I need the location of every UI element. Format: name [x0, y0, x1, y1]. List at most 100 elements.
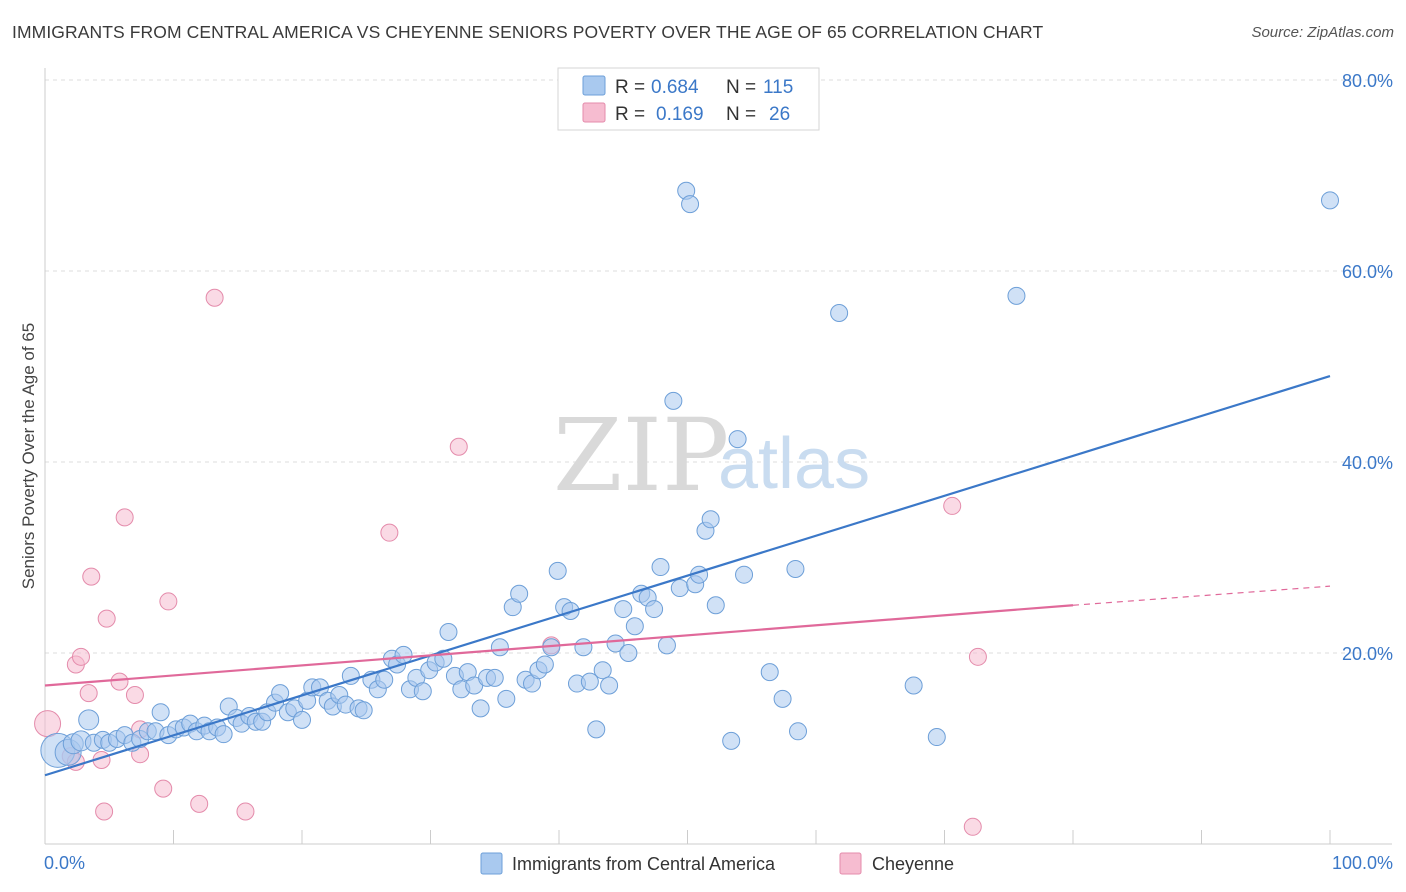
cheyenne-point-20 — [380, 523, 399, 542]
series-legend: Immigrants from Central America Cheyenne — [480, 852, 954, 875]
central-america-point-110 — [904, 676, 923, 695]
legend-n-value-1: 115 — [763, 77, 793, 98]
legend-r-value-1: 0.684 — [651, 77, 699, 98]
central-america-point-80 — [580, 672, 599, 691]
central-america-point-112 — [1007, 286, 1026, 305]
central-america-point-14 — [151, 703, 170, 722]
cheyenne-point-11 — [115, 508, 134, 527]
central-america-point-106 — [773, 689, 792, 708]
cheyenne-point-21 — [449, 437, 468, 456]
central-america-point-66 — [490, 638, 509, 657]
cheyenne-trend-extension — [1072, 585, 1331, 606]
central-america-point-113 — [1321, 191, 1339, 210]
legend-n-value-2: 26 — [769, 104, 790, 125]
central-america-point-48 — [375, 670, 394, 689]
legend-r-value-2: 0.169 — [656, 104, 704, 125]
central-america-point-86 — [619, 644, 638, 662]
central-america-point-103 — [728, 430, 747, 449]
bottom-legend-swatch-blue — [480, 852, 503, 875]
bottom-legend-label-2: Cheyenne — [872, 854, 954, 874]
legend-r-label-2: R = — [615, 104, 645, 125]
cheyenne-point-23 — [943, 496, 962, 515]
central-america-point-82 — [593, 661, 612, 680]
central-america-point-81 — [587, 720, 606, 739]
source-label: Source: ZipAtlas.com — [1251, 24, 1394, 41]
correlation-legend: R = 0.684 N = 115 R = 0.169 N = 26 — [557, 67, 820, 131]
y-tick-label-20: 20.0% — [1342, 644, 1393, 664]
legend-n-label-1: N = — [726, 77, 756, 98]
central-america-point-65 — [485, 668, 504, 687]
central-america-point-85 — [614, 600, 633, 619]
central-america-point-67 — [497, 689, 516, 708]
central-america-point-75 — [548, 561, 567, 580]
y-tick-label-40: 40.0% — [1342, 453, 1393, 473]
y-tick-label-80: 80.0% — [1342, 71, 1393, 91]
central-america-point-102 — [722, 731, 741, 750]
x-tick-label-0: 0.0% — [44, 853, 85, 873]
cheyenne-point-18 — [205, 288, 224, 307]
central-america-point-100 — [701, 510, 720, 529]
central-america-point-93 — [664, 391, 683, 410]
central-america-point-69 — [510, 584, 529, 603]
cheyenne-trend-line — [44, 604, 1074, 687]
central-america-point-4 — [78, 709, 100, 731]
central-america-point-104 — [735, 565, 754, 584]
cheyenne-point-19 — [236, 802, 255, 821]
cheyenne-point-6 — [82, 567, 101, 586]
central-america-point-58 — [439, 622, 458, 641]
bottom-legend-label-1: Immigrants from Central America — [512, 854, 776, 874]
central-america-point-101 — [706, 596, 725, 615]
x-tick-labels: 0.0% 100.0% — [44, 853, 1393, 873]
cheyenne-point-8 — [95, 802, 114, 821]
x-tick-label-100: 100.0% — [1332, 853, 1393, 873]
cheyenne-point-5 — [79, 684, 98, 703]
central-america-point-111 — [927, 728, 946, 747]
central-america-point-90 — [645, 600, 664, 619]
central-america-point-73 — [535, 655, 554, 674]
cheyenne-point-15 — [154, 779, 173, 798]
bottom-legend-swatch-pink — [839, 852, 862, 875]
cheyenne-point-4 — [71, 647, 90, 666]
trend-lines — [44, 374, 1331, 777]
central-america-point-54 — [413, 682, 432, 701]
grid-lines — [45, 79, 1392, 654]
cheyenne-point-0 — [34, 710, 62, 738]
y-tick-label-60: 60.0% — [1342, 262, 1393, 282]
cheyenne-point-12 — [125, 686, 144, 705]
central-america-point-94 — [670, 579, 689, 598]
cheyenne-point-9 — [97, 609, 116, 628]
central-america-trend-line — [44, 374, 1331, 777]
watermark-zip: ZIP — [553, 397, 729, 514]
legend-swatch-blue — [582, 75, 606, 96]
central-america-point-83 — [600, 676, 619, 695]
y-axis-title: Seniors Poverty Over the Age of 65 — [19, 323, 38, 589]
central-america-point-92 — [657, 636, 676, 655]
legend-n-label-2: N = — [726, 104, 756, 125]
central-america-point-43 — [341, 666, 360, 685]
cheyenne-point-24 — [963, 817, 982, 836]
legend-r-label-1: R = — [615, 77, 645, 98]
central-america-point-87 — [625, 617, 644, 636]
central-america-point-96 — [681, 195, 700, 214]
central-america-point-105 — [760, 663, 779, 682]
central-america-point-63 — [471, 699, 490, 718]
central-america-point-51 — [394, 645, 413, 664]
cheyenne-point-10 — [110, 672, 129, 691]
central-america-point-35 — [293, 710, 311, 729]
chart-title: IMMIGRANTS FROM CENTRAL AMERICA VS CHEYE… — [12, 22, 1044, 42]
legend-swatch-pink — [582, 102, 606, 123]
central-america-point-108 — [789, 722, 808, 741]
central-america-point-84 — [606, 634, 625, 653]
central-america-point-107 — [786, 559, 805, 578]
central-america-point-79 — [574, 638, 593, 657]
cheyenne-points — [34, 288, 987, 836]
central-america-point-32 — [271, 684, 290, 703]
central-america-point-109 — [830, 304, 849, 323]
central-america-points — [40, 181, 1339, 768]
y-tick-labels: 20.0% 40.0% 60.0% 80.0% — [1342, 71, 1393, 664]
watermark: ZIP atlas — [553, 397, 870, 514]
cheyenne-point-25 — [968, 647, 987, 666]
central-america-point-91 — [651, 558, 670, 577]
cheyenne-point-17 — [190, 794, 209, 813]
